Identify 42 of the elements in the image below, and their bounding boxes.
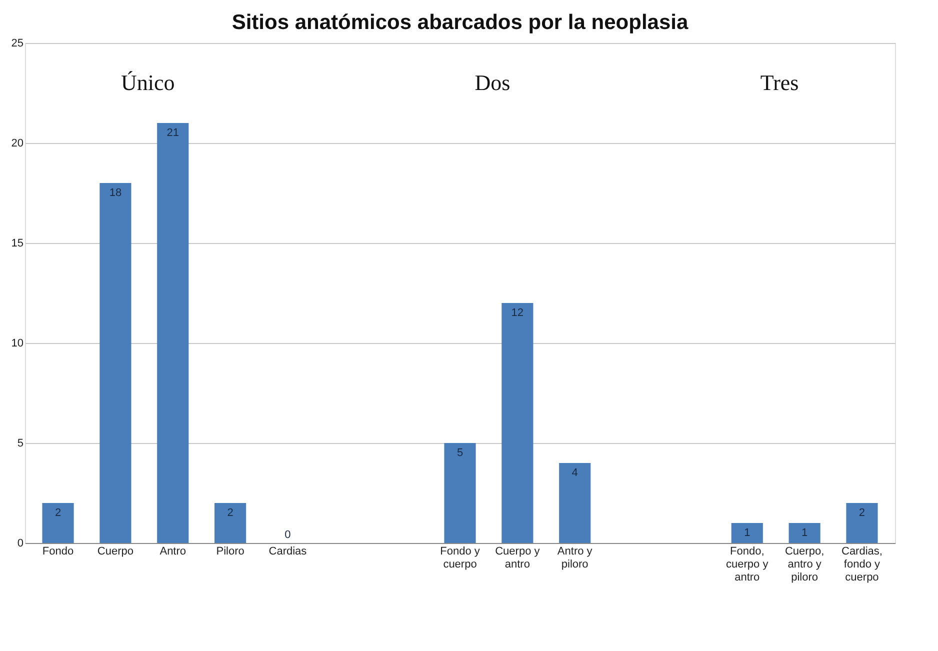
x-tick-label: Antro bbox=[160, 546, 186, 558]
y-tick-label: 15 bbox=[11, 238, 24, 250]
data-label: 1 bbox=[801, 527, 808, 539]
x-tick-label: Cuerpo bbox=[97, 546, 134, 558]
y-tick-label: 25 bbox=[11, 38, 24, 50]
data-label: 5 bbox=[456, 447, 464, 459]
x-tick-label: Fondo bbox=[42, 546, 74, 558]
data-label: 2 bbox=[54, 507, 62, 519]
annotation: Dos bbox=[474, 70, 510, 95]
x-tick-label: Fondo y cuerpo bbox=[440, 546, 480, 570]
bar bbox=[100, 183, 132, 543]
data-label: 1 bbox=[744, 527, 750, 539]
bar bbox=[157, 123, 189, 543]
bar bbox=[559, 463, 591, 543]
annotation: Tres bbox=[760, 70, 799, 95]
bar bbox=[502, 303, 534, 543]
data-label: 2 bbox=[227, 507, 234, 519]
y-tick-label: 20 bbox=[11, 138, 24, 150]
x-tick-label: Cardias bbox=[268, 546, 308, 558]
data-label: 2 bbox=[858, 507, 866, 519]
y-tick-label: 0 bbox=[17, 538, 24, 550]
x-tick-label: Cuerpo y antro bbox=[495, 546, 540, 570]
bar bbox=[846, 503, 878, 543]
bar bbox=[42, 503, 74, 543]
bar bbox=[214, 503, 246, 543]
chart-title: Sitios anatómicos abarcados por la neoplasia bbox=[232, 11, 688, 34]
y-tick-label: 5 bbox=[17, 438, 24, 450]
annotation: Único bbox=[120, 70, 175, 95]
data-label: 18 bbox=[109, 187, 122, 199]
bar bbox=[731, 523, 763, 543]
x-tick-label: Cuerpo, antro y piloro bbox=[784, 546, 824, 584]
data-label: 0 bbox=[284, 529, 291, 541]
data-label: 12 bbox=[511, 307, 524, 319]
bar bbox=[788, 523, 820, 543]
data-label: 21 bbox=[166, 127, 179, 139]
x-tick-label: Fondo, cuerpo y antro bbox=[726, 546, 769, 584]
x-tick-label: Antro y piloro bbox=[557, 546, 593, 570]
x-tick-label: Cardias, fondo y cuerpo bbox=[841, 546, 882, 584]
data-label: 4 bbox=[572, 467, 578, 479]
bar bbox=[444, 443, 476, 543]
x-tick-label: Piloro bbox=[216, 546, 244, 558]
y-tick-label: 10 bbox=[11, 338, 24, 350]
